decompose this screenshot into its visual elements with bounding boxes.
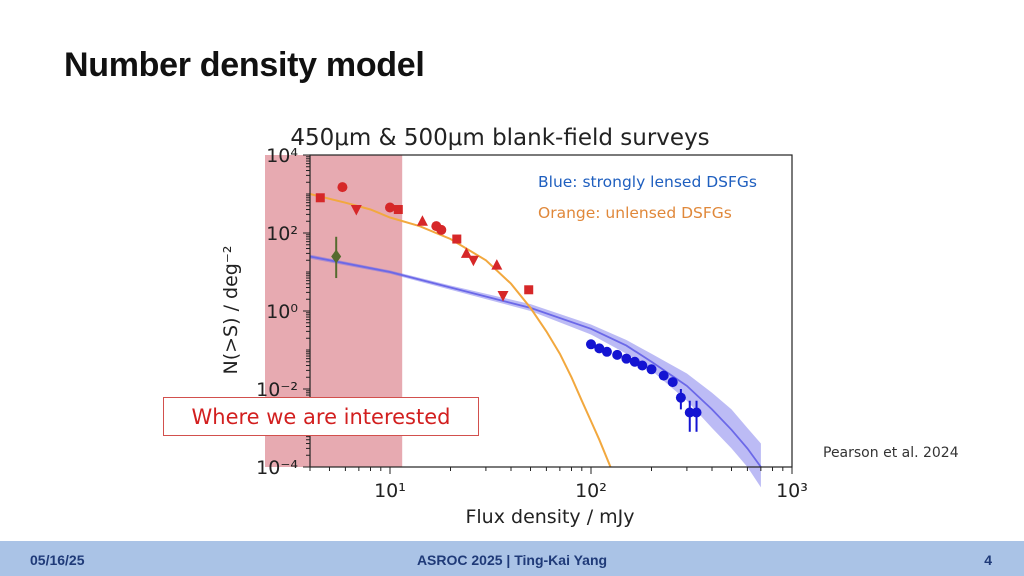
data-point-4-10 — [675, 392, 686, 403]
y-tick-label: 10⁻⁴ — [256, 457, 298, 479]
y-tick-label: 10² — [266, 223, 298, 245]
data-point-2-9 — [460, 247, 472, 258]
data-point-2-3 — [384, 202, 395, 213]
page-number: 4 — [984, 552, 992, 568]
data-point-4-3 — [612, 349, 623, 360]
data-point-2-11 — [491, 259, 503, 270]
chart: 10¹ 10² 10³ 10⁴ 10² 10⁰ 10⁻² 10⁻⁴ 450μm & 500μm… — [220, 125, 808, 528]
data-points — [315, 182, 702, 432]
data-point-4-2 — [601, 346, 612, 357]
lensed-model-line — [309, 255, 762, 468]
data-point-4-9 — [667, 377, 678, 388]
footer-bar: 05/16/25 ASROC 2025 | Ting-Kai Yang 4 — [0, 541, 1024, 576]
data-point-3-0 — [331, 249, 342, 264]
data-point-4-8 — [658, 370, 669, 381]
citation: Pearson et al. 2024 — [823, 445, 959, 461]
interest-callout: Where we are interested — [163, 397, 479, 436]
lensed-band-fill — [310, 254, 761, 488]
data-point-4-1 — [594, 343, 605, 354]
data-point-4-7 — [646, 364, 657, 375]
footer-date: 05/16/25 — [30, 552, 85, 568]
data-point-4-12 — [691, 407, 702, 418]
data-point-2-4 — [393, 205, 403, 215]
y-axis-label: N(>S) / deg⁻² — [220, 246, 242, 375]
unlensed-model-line — [309, 193, 612, 468]
x-axis-label: Flux density / mJy — [465, 506, 634, 528]
data-point-2-7 — [436, 224, 447, 235]
data-point-2-10 — [467, 255, 479, 267]
y-tick-label: 10⁻² — [256, 379, 298, 401]
legend-lensed: Blue: strongly lensed DSFGs — [538, 173, 757, 191]
data-point-2-5 — [416, 215, 428, 226]
slide-title: Number density model — [64, 46, 425, 84]
data-point-2-8 — [452, 234, 462, 244]
data-point-4-5 — [629, 356, 640, 367]
blue-model-band — [309, 254, 762, 488]
legend-unlensed: Orange: unlensed DSFGs — [538, 204, 732, 222]
data-point-2-2 — [350, 205, 362, 216]
data-point-2-13 — [524, 285, 534, 295]
orange-model-line — [309, 193, 612, 468]
x-tick-label: 10² — [575, 480, 607, 502]
y-tick-label: 10⁴ — [266, 145, 298, 167]
x-tick-label: 10¹ — [374, 480, 406, 502]
data-point-2-1 — [337, 182, 348, 193]
data-point-2-0 — [315, 193, 325, 203]
footer-presenter: ASROC 2025 | Ting-Kai Yang — [416, 552, 608, 568]
data-point-4-0 — [585, 339, 596, 350]
data-point-4-4 — [621, 353, 632, 364]
data-point-2-12 — [497, 290, 509, 302]
y-tick-label: 10⁰ — [266, 301, 298, 323]
axes: 10¹ 10² 10³ 10⁴ 10² 10⁰ 10⁻² 10⁻⁴ — [256, 145, 808, 502]
x-tick-label: 10³ — [776, 480, 808, 502]
chart-title: 450μm & 500μm blank-field surveys — [290, 125, 709, 151]
data-point-4-6 — [637, 360, 648, 371]
